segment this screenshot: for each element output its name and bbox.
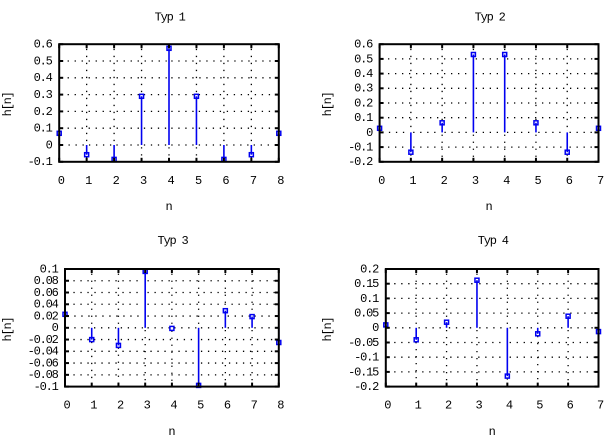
svg-text:7: 7 xyxy=(597,174,604,188)
svg-text:-0.15: -0.15 xyxy=(348,365,379,379)
svg-text:5: 5 xyxy=(536,399,543,413)
svg-text:8: 8 xyxy=(277,174,284,188)
svg-text:0.6: 0.6 xyxy=(354,38,373,52)
svg-text:0.06: 0.06 xyxy=(34,286,59,300)
svg-text:0.3: 0.3 xyxy=(34,88,53,102)
svg-text:2: 2 xyxy=(117,399,124,413)
svg-text:-0.1: -0.1 xyxy=(348,141,373,155)
svg-text:0: 0 xyxy=(58,174,65,188)
svg-text:0: 0 xyxy=(384,399,391,413)
svg-text:0.6: 0.6 xyxy=(34,38,53,52)
svg-text:2: 2 xyxy=(445,399,452,413)
svg-text:-0.05: -0.05 xyxy=(348,336,379,350)
svg-text:0: 0 xyxy=(52,321,59,335)
svg-text:0.02: 0.02 xyxy=(34,309,59,323)
svg-text:Typ 2: Typ 2 xyxy=(475,11,506,25)
svg-text:h[n]: h[n] xyxy=(321,317,335,341)
svg-text:7: 7 xyxy=(597,399,604,413)
svg-text:0: 0 xyxy=(46,138,53,152)
svg-text:5: 5 xyxy=(534,174,541,188)
svg-text:Typ 3: Typ 3 xyxy=(157,234,188,248)
svg-text:1: 1 xyxy=(90,399,97,413)
svg-text:0: 0 xyxy=(366,126,373,140)
svg-text:1: 1 xyxy=(85,174,92,188)
svg-text:0: 0 xyxy=(63,399,70,413)
svg-text:0.5: 0.5 xyxy=(34,54,53,68)
svg-text:7: 7 xyxy=(250,174,257,188)
svg-text:-0.1: -0.1 xyxy=(34,380,59,394)
svg-text:0: 0 xyxy=(378,174,385,188)
svg-text:n: n xyxy=(165,200,172,214)
svg-text:5: 5 xyxy=(197,399,204,413)
svg-text:0.2: 0.2 xyxy=(354,96,373,110)
svg-text:Typ 4: Typ 4 xyxy=(478,234,509,248)
svg-text:-0.06: -0.06 xyxy=(28,356,59,370)
svg-text:n: n xyxy=(486,200,493,214)
svg-text:3: 3 xyxy=(144,399,151,413)
svg-text:0.4: 0.4 xyxy=(354,67,373,81)
svg-text:6: 6 xyxy=(567,399,574,413)
svg-text:h[n]: h[n] xyxy=(1,92,15,116)
svg-text:0.2: 0.2 xyxy=(34,105,53,119)
svg-text:8: 8 xyxy=(277,399,284,413)
svg-text:n: n xyxy=(168,425,175,439)
svg-text:5: 5 xyxy=(195,174,202,188)
svg-text:4: 4 xyxy=(503,174,510,188)
svg-text:h[n]: h[n] xyxy=(1,317,15,341)
svg-text:4: 4 xyxy=(506,399,513,413)
svg-text:-0.2: -0.2 xyxy=(348,155,373,169)
svg-text:3: 3 xyxy=(140,174,147,188)
svg-text:0.15: 0.15 xyxy=(354,277,379,291)
svg-text:4: 4 xyxy=(170,399,177,413)
svg-text:0.1: 0.1 xyxy=(354,111,373,125)
svg-text:-0.2: -0.2 xyxy=(354,380,379,394)
svg-text:6: 6 xyxy=(222,174,229,188)
svg-text:0.08: 0.08 xyxy=(34,274,59,288)
svg-text:1: 1 xyxy=(409,174,416,188)
svg-text:-0.08: -0.08 xyxy=(28,368,59,382)
svg-text:0: 0 xyxy=(372,321,379,335)
svg-text:-0.02: -0.02 xyxy=(28,333,59,347)
svg-text:0.1: 0.1 xyxy=(40,262,59,276)
svg-text:0.5: 0.5 xyxy=(354,52,373,66)
svg-text:0.1: 0.1 xyxy=(360,292,379,306)
svg-text:4: 4 xyxy=(167,174,174,188)
svg-text:0.04: 0.04 xyxy=(34,298,59,312)
svg-text:0.05: 0.05 xyxy=(354,307,379,321)
svg-text:-0.1: -0.1 xyxy=(354,351,379,365)
svg-text:0.3: 0.3 xyxy=(354,82,373,96)
svg-text:n: n xyxy=(489,425,496,439)
svg-text:7: 7 xyxy=(251,399,258,413)
svg-text:h[n]: h[n] xyxy=(321,92,335,116)
svg-text:1: 1 xyxy=(415,399,422,413)
svg-text:-0.04: -0.04 xyxy=(28,345,59,359)
svg-text:3: 3 xyxy=(472,174,479,188)
svg-text:-0.1: -0.1 xyxy=(28,155,53,169)
svg-text:0.1: 0.1 xyxy=(34,122,53,136)
svg-text:2: 2 xyxy=(113,174,120,188)
svg-text:3: 3 xyxy=(475,399,482,413)
svg-text:6: 6 xyxy=(224,399,231,413)
svg-text:2: 2 xyxy=(441,174,448,188)
svg-text:0.2: 0.2 xyxy=(360,262,379,276)
svg-text:6: 6 xyxy=(566,174,573,188)
svg-text:0.4: 0.4 xyxy=(34,71,53,85)
svg-text:Typ 1: Typ 1 xyxy=(155,11,186,25)
